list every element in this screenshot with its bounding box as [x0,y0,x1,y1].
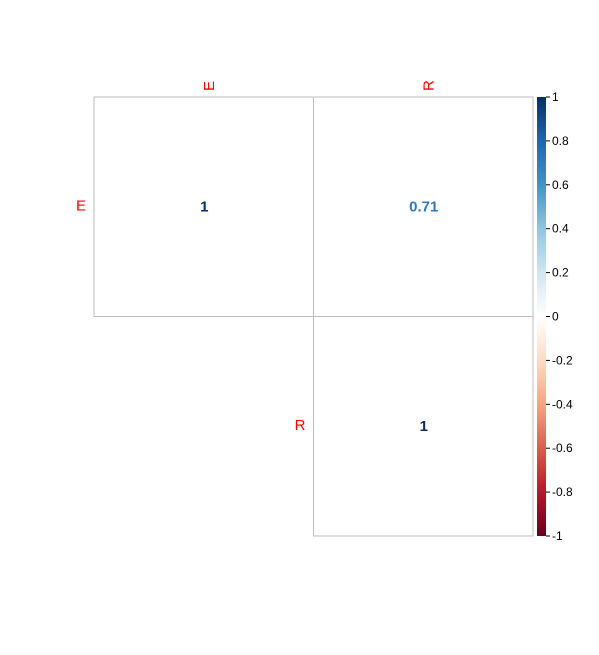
row-labels: ER [76,197,306,434]
colorbar-tick-label: 1 [552,90,559,104]
colorbar-tick-label: -1 [552,529,563,543]
cell-border [93,96,314,317]
colorbar-tick-label: -0.8 [552,485,573,499]
cell-border [313,96,534,317]
column-label-E: E [201,81,218,91]
colorbar-tick-label: 0.2 [552,266,569,280]
colorbar-tick-label: 0.8 [552,134,569,148]
colorbar-tick-label: -0.2 [552,353,573,367]
column-label-R: R [420,80,437,91]
colorbar-tick-label: 0.6 [552,178,569,192]
matrix-cells: 1 0.71 1 [93,96,534,537]
cell-R-R: 1 [313,316,534,537]
cell-E-E: 1 [93,96,314,317]
colorbar-tick-label: -0.4 [552,397,573,411]
cell-value-label: 1 [420,418,428,435]
colorbar-gradient [537,97,546,536]
cell-value-label: 0.71 [409,198,438,215]
cell-E-R: 0.71 [313,96,534,317]
cell-border [313,316,534,537]
row-label-E: E [76,197,86,214]
cell-value-label: 1 [200,198,208,215]
row-label-R: R [295,417,306,434]
colorbar-tick-label: -0.6 [552,441,573,455]
colorbar-tick-label: 0 [552,310,559,324]
color-legend: 1 0.8 0.6 0.4 0.2 0 -0.2 -0.4 -0.6 -0.8 -1 [537,90,573,543]
colorbar-tick-label: 0.4 [552,222,569,236]
